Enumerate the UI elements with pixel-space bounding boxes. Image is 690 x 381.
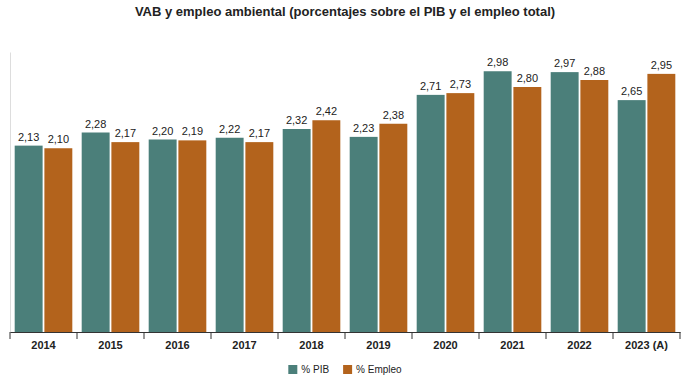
x-tick-label: 2018 xyxy=(299,339,323,351)
chart: VAB y empleo ambiental (porcentajes sobr… xyxy=(0,0,690,381)
category-separator xyxy=(680,332,681,339)
bar xyxy=(484,71,512,332)
category-separator xyxy=(278,332,279,339)
x-tick-label: 2019 xyxy=(366,339,390,351)
x-tick: 2016 xyxy=(165,332,189,351)
data-label: 2,98 xyxy=(487,56,508,68)
category-separator xyxy=(211,332,212,339)
bar xyxy=(551,72,579,332)
x-tick: 2019 xyxy=(366,332,390,351)
data-label: 2,13 xyxy=(18,131,39,143)
data-label: 2,22 xyxy=(219,123,240,135)
data-label: 2,97 xyxy=(554,57,575,69)
category-separator xyxy=(345,332,346,339)
x-tick-label: 2020 xyxy=(433,339,457,351)
legend: % PIB % Empleo xyxy=(288,364,402,375)
data-label: 2,10 xyxy=(48,133,69,145)
x-tick: 2017 xyxy=(232,332,256,351)
data-label: 2,71 xyxy=(420,80,441,92)
legend-item: % PIB xyxy=(288,364,329,375)
x-tick: 2014 xyxy=(31,332,56,351)
x-tick-label: 2022 xyxy=(567,339,591,351)
plot: 2,13 2,28 2,20 2,22 2,32 2,23 2,71 2,98 2,97 2,65… xyxy=(10,53,681,352)
legend-item: % Empleo xyxy=(343,364,402,375)
x-tick-label: 2017 xyxy=(232,339,256,351)
data-label: 2,80 xyxy=(517,72,538,84)
legend-label: % Empleo xyxy=(356,364,402,375)
x-tick-label: 2015 xyxy=(98,339,122,351)
category-separator xyxy=(546,332,547,339)
bar xyxy=(82,133,110,333)
x-tick: 2020 xyxy=(433,332,457,351)
category-separator xyxy=(77,332,78,339)
bar xyxy=(111,142,139,332)
x-tick: 2021 xyxy=(500,332,524,351)
category-separators xyxy=(10,332,680,339)
y-axis-line xyxy=(10,53,11,333)
x-tick-label: 2016 xyxy=(165,339,189,351)
y-axis xyxy=(10,53,11,333)
bar xyxy=(149,140,177,333)
data-label: 2,17 xyxy=(249,127,270,139)
legend-label: % PIB xyxy=(301,364,329,375)
category-separator xyxy=(412,332,413,339)
legend-swatch xyxy=(288,365,297,374)
title: VAB y empleo ambiental (porcentajes sobr… xyxy=(135,4,555,19)
data-labels: 2,13 2,28 2,20 2,22 2,32 2,23 2,71 2,98 2,97 2,65… xyxy=(18,56,672,145)
legend-swatch xyxy=(343,365,352,374)
bar xyxy=(245,142,273,332)
data-label: 2,17 xyxy=(115,127,136,139)
bar xyxy=(178,140,206,332)
x-tick-label: 2014 xyxy=(31,339,56,351)
bar xyxy=(580,80,608,332)
category-separator xyxy=(613,332,614,339)
bar xyxy=(15,146,43,332)
bar xyxy=(618,100,646,332)
data-label: 2,65 xyxy=(621,85,642,97)
data-label: 2,19 xyxy=(182,125,203,137)
data-label: 2,88 xyxy=(584,65,605,77)
x-tick-label: 2021 xyxy=(500,339,524,351)
data-label: 2,38 xyxy=(383,109,404,121)
bar xyxy=(283,129,311,332)
bar xyxy=(350,137,378,332)
data-label: 2,42 xyxy=(316,105,337,117)
bars xyxy=(15,71,676,332)
category-separator xyxy=(144,332,145,339)
bar xyxy=(513,87,541,332)
x-tick: 2022 xyxy=(567,332,591,351)
data-label: 2,73 xyxy=(450,78,471,90)
x-tick: 2023 (A) xyxy=(625,332,668,351)
bar xyxy=(417,95,445,332)
bar xyxy=(647,74,675,332)
data-label: 2,28 xyxy=(85,118,106,130)
bar xyxy=(446,93,474,332)
x-tick-label: 2023 (A) xyxy=(625,339,668,351)
bar xyxy=(312,120,340,332)
data-label: 2,23 xyxy=(353,122,374,134)
bar xyxy=(379,124,407,332)
category-separator xyxy=(479,332,480,339)
data-label: 2,95 xyxy=(651,59,672,71)
bar xyxy=(44,148,72,332)
x-tick: 2018 xyxy=(299,332,323,351)
bar xyxy=(216,138,244,332)
data-label: 2,20 xyxy=(152,125,173,137)
data-label: 2,32 xyxy=(286,114,307,126)
x-tick: 2015 xyxy=(98,332,122,351)
category-separator xyxy=(10,332,11,339)
x-axis: 2014 2015 2016 2017 2018 2019 2020 2021 2022 2023… xyxy=(11,332,681,351)
